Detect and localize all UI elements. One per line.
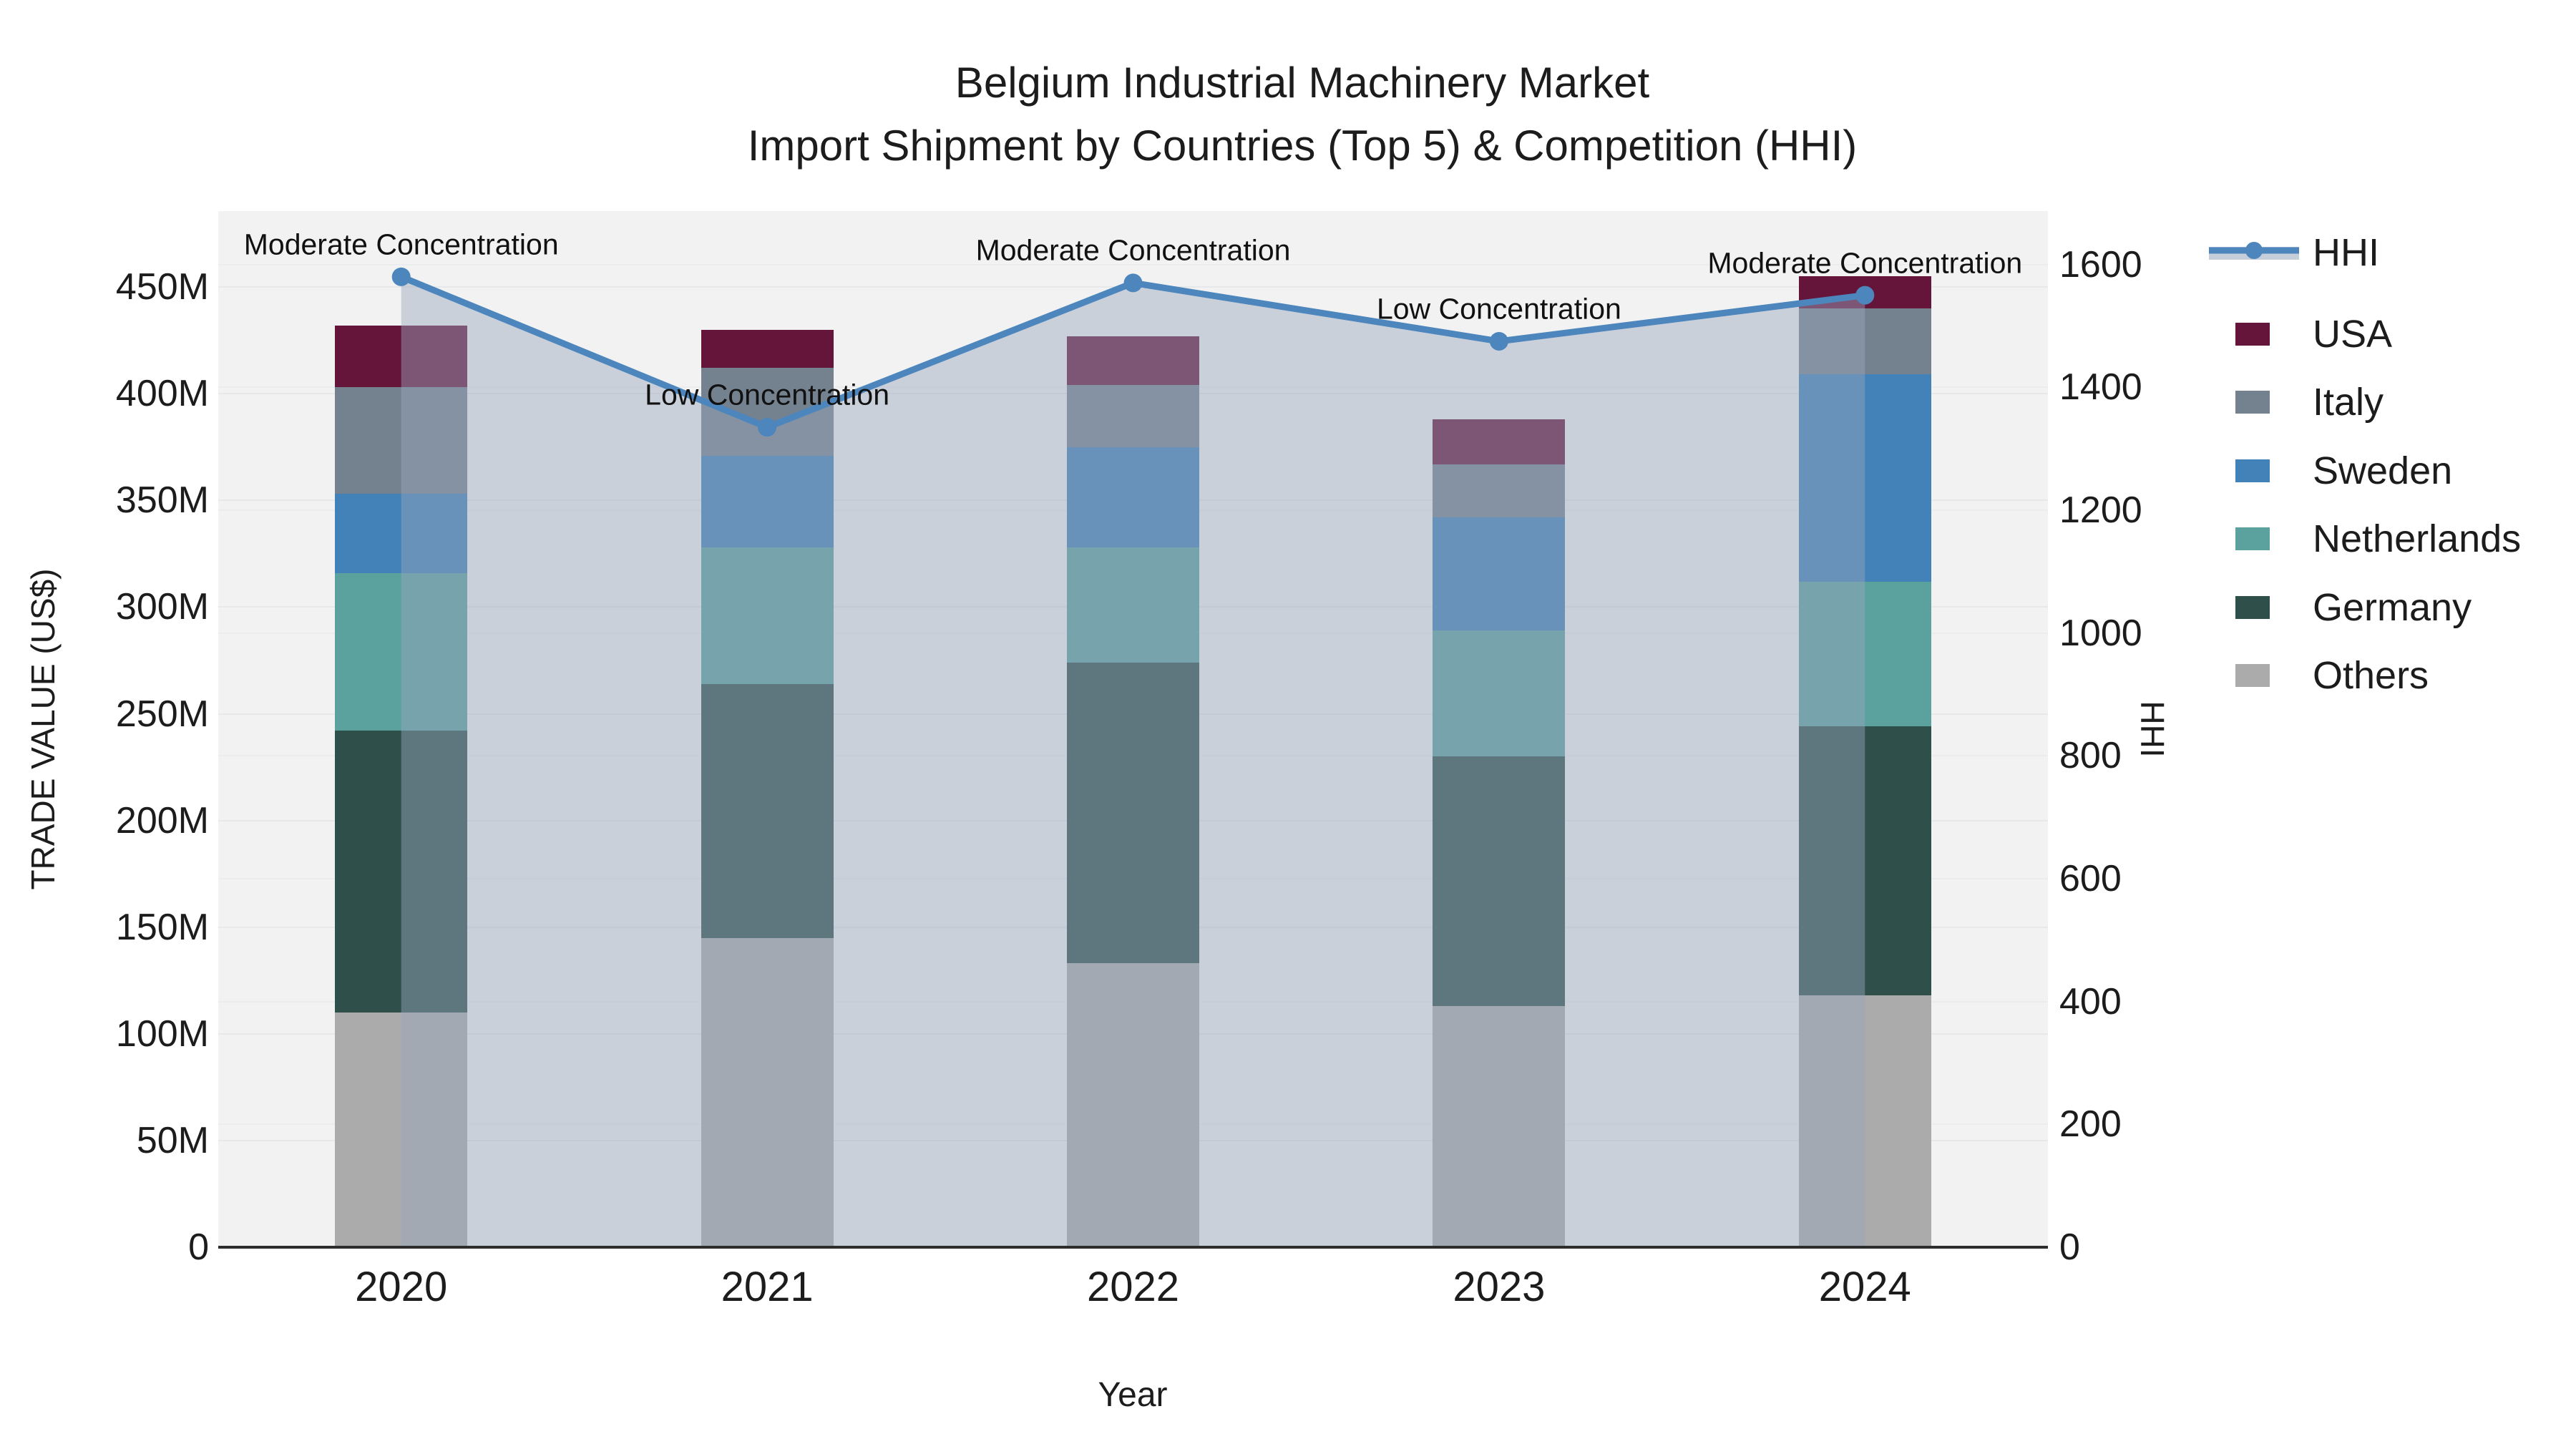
y-right-tick-400: 400 — [2059, 980, 2122, 1023]
bar-segment-germany-2021[interactable] — [701, 683, 834, 938]
y-left-tick-50M: 50M — [136, 1119, 209, 1161]
bar-segment-sweden-2022[interactable] — [1067, 447, 1199, 547]
bar-segment-others-2020[interactable] — [335, 1012, 468, 1247]
bar-segment-others-2021[interactable] — [701, 937, 834, 1247]
bar-segment-others-2023[interactable] — [1433, 1006, 1566, 1247]
bar-segment-others-2022[interactable] — [1067, 963, 1199, 1247]
annotation-2022: Moderate Concentration — [975, 233, 1291, 267]
chart-title: Belgium Industrial Machinery Market Impo… — [748, 52, 1858, 177]
legend-label-others: Others — [2313, 654, 2429, 697]
legend-hhi-line-sample — [2209, 242, 2299, 260]
y-left-tick-450M: 450M — [115, 266, 209, 308]
y-right-tick-200: 200 — [2059, 1103, 2122, 1146]
legend-swatch-italy — [2235, 391, 2270, 414]
x-tick-2023: 2023 — [1453, 1264, 1546, 1310]
legend-swatch-others — [2235, 664, 2270, 687]
bar-segment-germany-2020[interactable] — [335, 731, 468, 1013]
legend-label-sweden: Sweden — [2313, 449, 2453, 492]
legend-label-hhi: HHI — [2313, 231, 2379, 274]
legend-swatch-sweden — [2235, 459, 2270, 482]
bar-segment-sweden-2021[interactable] — [701, 455, 834, 547]
bar-segment-netherlands-2021[interactable] — [701, 547, 834, 684]
bar-segment-usa-2020[interactable] — [335, 325, 468, 388]
bar-segment-usa-2024[interactable] — [1798, 276, 1931, 308]
y-left-tick-200M: 200M — [115, 799, 209, 841]
y-right-tick-1200: 1200 — [2059, 489, 2142, 531]
gridline-right-1600 — [218, 263, 2048, 265]
legend-label-usa: USA — [2313, 313, 2393, 356]
bar-segment-germany-2023[interactable] — [1433, 756, 1566, 1007]
bar-segment-sweden-2023[interactable] — [1433, 517, 1566, 631]
y-right-tick-1400: 1400 — [2059, 366, 2142, 409]
legend-swatch-usa — [2235, 323, 2270, 346]
chart-title-line2: Import Shipment by Countries (Top 5) & C… — [747, 122, 1858, 170]
gridline-left-450 — [218, 286, 2048, 288]
bar-segment-usa-2021[interactable] — [701, 329, 834, 369]
x-tick-2021: 2021 — [721, 1264, 814, 1310]
bar-segment-italy-2024[interactable] — [1798, 308, 1931, 375]
x-axis-line — [218, 1246, 2048, 1249]
y-left-tick-250M: 250M — [115, 693, 209, 735]
y-right-tick-800: 800 — [2059, 735, 2122, 777]
x-tick-2024: 2024 — [1818, 1264, 1911, 1310]
annotation-2020: Moderate Concentration — [243, 228, 559, 261]
x-tick-2020: 2020 — [355, 1264, 448, 1310]
annotation-2023: Low Concentration — [1376, 292, 1621, 326]
y-right-tick-1000: 1000 — [2059, 612, 2142, 654]
annotation-2024: Moderate Concentration — [1707, 246, 2023, 280]
bar-segment-germany-2022[interactable] — [1067, 662, 1199, 964]
legend-label-italy: Italy — [2313, 381, 2384, 424]
x-tick-2022: 2022 — [1086, 1264, 1180, 1310]
bar-segment-netherlands-2023[interactable] — [1433, 630, 1566, 757]
bar-segment-italy-2022[interactable] — [1067, 385, 1199, 447]
annotation-2021: Low Concentration — [645, 378, 890, 411]
bar-segment-netherlands-2020[interactable] — [335, 572, 468, 731]
y-left-tick-150M: 150M — [115, 906, 209, 948]
bar-segment-usa-2023[interactable] — [1433, 419, 1566, 464]
legend-swatch-netherlands — [2235, 527, 2270, 550]
y-left-tick-350M: 350M — [115, 479, 209, 522]
bar-segment-italy-2020[interactable] — [335, 387, 468, 494]
legend-label-netherlands: Netherlands — [2313, 517, 2522, 560]
legend-swatch-germany — [2235, 596, 2270, 619]
bar-segment-usa-2022[interactable] — [1067, 336, 1199, 386]
y-right-tick-0: 0 — [2059, 1226, 2080, 1268]
y-left-tick-400M: 400M — [115, 373, 209, 415]
bar-segment-sweden-2020[interactable] — [335, 494, 468, 573]
legend-label-germany: Germany — [2313, 586, 2472, 629]
bar-segment-netherlands-2024[interactable] — [1798, 581, 1931, 727]
bar-segment-germany-2024[interactable] — [1798, 726, 1931, 996]
chart-title-line1: Belgium Industrial Machinery Market — [955, 59, 1650, 107]
y-right-tick-600: 600 — [2059, 858, 2122, 899]
y-left-tick-0: 0 — [188, 1226, 209, 1268]
bar-segment-sweden-2024[interactable] — [1798, 374, 1931, 582]
y-right-tick-1600: 1600 — [2059, 243, 2142, 286]
y-left-tick-100M: 100M — [115, 1013, 209, 1055]
bar-segment-italy-2023[interactable] — [1433, 464, 1566, 518]
y-left-tick-300M: 300M — [115, 586, 209, 628]
y-axis-right-title: HHI — [2134, 701, 2171, 758]
bar-segment-netherlands-2022[interactable] — [1067, 547, 1199, 663]
bar-segment-others-2024[interactable] — [1798, 995, 1931, 1247]
y-axis-left-title: TRADE VALUE (US$) — [24, 568, 62, 890]
x-axis-title: Year — [1098, 1376, 1168, 1414]
